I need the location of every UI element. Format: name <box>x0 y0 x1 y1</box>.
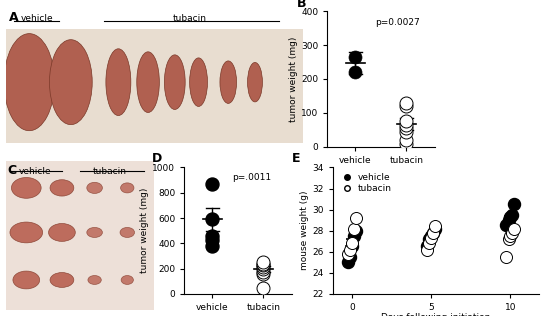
Ellipse shape <box>121 276 134 284</box>
Text: p=0.0027: p=0.0027 <box>376 18 420 27</box>
Point <box>345 247 354 252</box>
Point <box>351 54 360 59</box>
Point <box>508 212 517 217</box>
Point <box>208 181 217 186</box>
Ellipse shape <box>12 178 41 198</box>
Ellipse shape <box>4 33 54 131</box>
Y-axis label: tumor weight (mg): tumor weight (mg) <box>140 188 150 273</box>
Point <box>345 254 354 259</box>
Point <box>351 228 360 233</box>
Point <box>506 215 515 220</box>
Point <box>259 259 268 264</box>
Text: D: D <box>152 152 162 165</box>
Ellipse shape <box>164 55 185 109</box>
Ellipse shape <box>50 272 74 288</box>
Y-axis label: mouse weight (g): mouse weight (g) <box>300 191 310 270</box>
Point <box>423 247 432 252</box>
Point <box>431 224 439 229</box>
Point <box>504 218 513 223</box>
Text: vehicle: vehicle <box>20 14 53 23</box>
Point <box>425 237 433 242</box>
Point <box>259 271 268 276</box>
Point <box>402 126 411 131</box>
Point <box>425 241 433 246</box>
Ellipse shape <box>48 223 75 241</box>
Point <box>427 234 436 239</box>
Point <box>349 226 358 231</box>
Ellipse shape <box>220 61 236 103</box>
Point <box>259 285 268 290</box>
Point <box>348 241 356 246</box>
Ellipse shape <box>120 228 135 237</box>
Text: C: C <box>7 164 16 177</box>
Ellipse shape <box>106 49 131 116</box>
Ellipse shape <box>120 183 134 193</box>
Legend: vehicle, tubacin: vehicle, tubacin <box>337 172 393 194</box>
Point <box>502 254 511 259</box>
Point <box>402 119 411 124</box>
Ellipse shape <box>13 271 40 289</box>
Point <box>428 230 437 235</box>
Point <box>402 122 411 127</box>
Point <box>402 141 411 146</box>
Point <box>349 234 358 239</box>
Text: A: A <box>8 11 18 24</box>
Point <box>208 237 217 242</box>
Ellipse shape <box>87 228 102 237</box>
Point <box>208 243 217 248</box>
Point <box>208 233 217 238</box>
Text: B: B <box>297 0 307 10</box>
Ellipse shape <box>87 182 102 193</box>
Ellipse shape <box>10 222 43 243</box>
Ellipse shape <box>190 58 207 106</box>
Text: tubacin: tubacin <box>92 167 126 176</box>
Text: vehicle: vehicle <box>19 167 52 176</box>
Point <box>402 129 411 134</box>
Text: E: E <box>292 152 300 165</box>
Point <box>343 260 352 265</box>
X-axis label: Days following initiation
of treatment: Days following initiation of treatment <box>381 313 491 316</box>
Point <box>510 226 519 231</box>
Point <box>428 230 437 235</box>
Point <box>351 70 360 75</box>
Point <box>504 237 513 242</box>
Point <box>351 216 360 221</box>
Ellipse shape <box>50 180 74 196</box>
Point <box>402 100 411 105</box>
Point <box>431 226 439 231</box>
Point <box>508 230 517 235</box>
Ellipse shape <box>248 63 262 102</box>
Text: p=.0011: p=.0011 <box>233 173 272 182</box>
Point <box>506 234 515 239</box>
Point <box>402 138 411 143</box>
Ellipse shape <box>137 52 159 112</box>
Point <box>259 263 268 268</box>
Point <box>343 251 352 256</box>
Ellipse shape <box>88 276 101 284</box>
Point <box>259 269 268 274</box>
Point <box>208 217 217 222</box>
Point <box>348 244 356 249</box>
Point <box>427 235 436 240</box>
Point <box>423 244 432 249</box>
Point <box>259 261 268 266</box>
Text: tubacin: tubacin <box>173 14 207 23</box>
Point <box>502 223 511 228</box>
Point <box>402 104 411 109</box>
Point <box>259 265 268 270</box>
Ellipse shape <box>50 40 92 125</box>
Point <box>510 202 519 207</box>
Point <box>259 267 268 272</box>
Y-axis label: tumor weight (mg): tumor weight (mg) <box>289 36 298 122</box>
